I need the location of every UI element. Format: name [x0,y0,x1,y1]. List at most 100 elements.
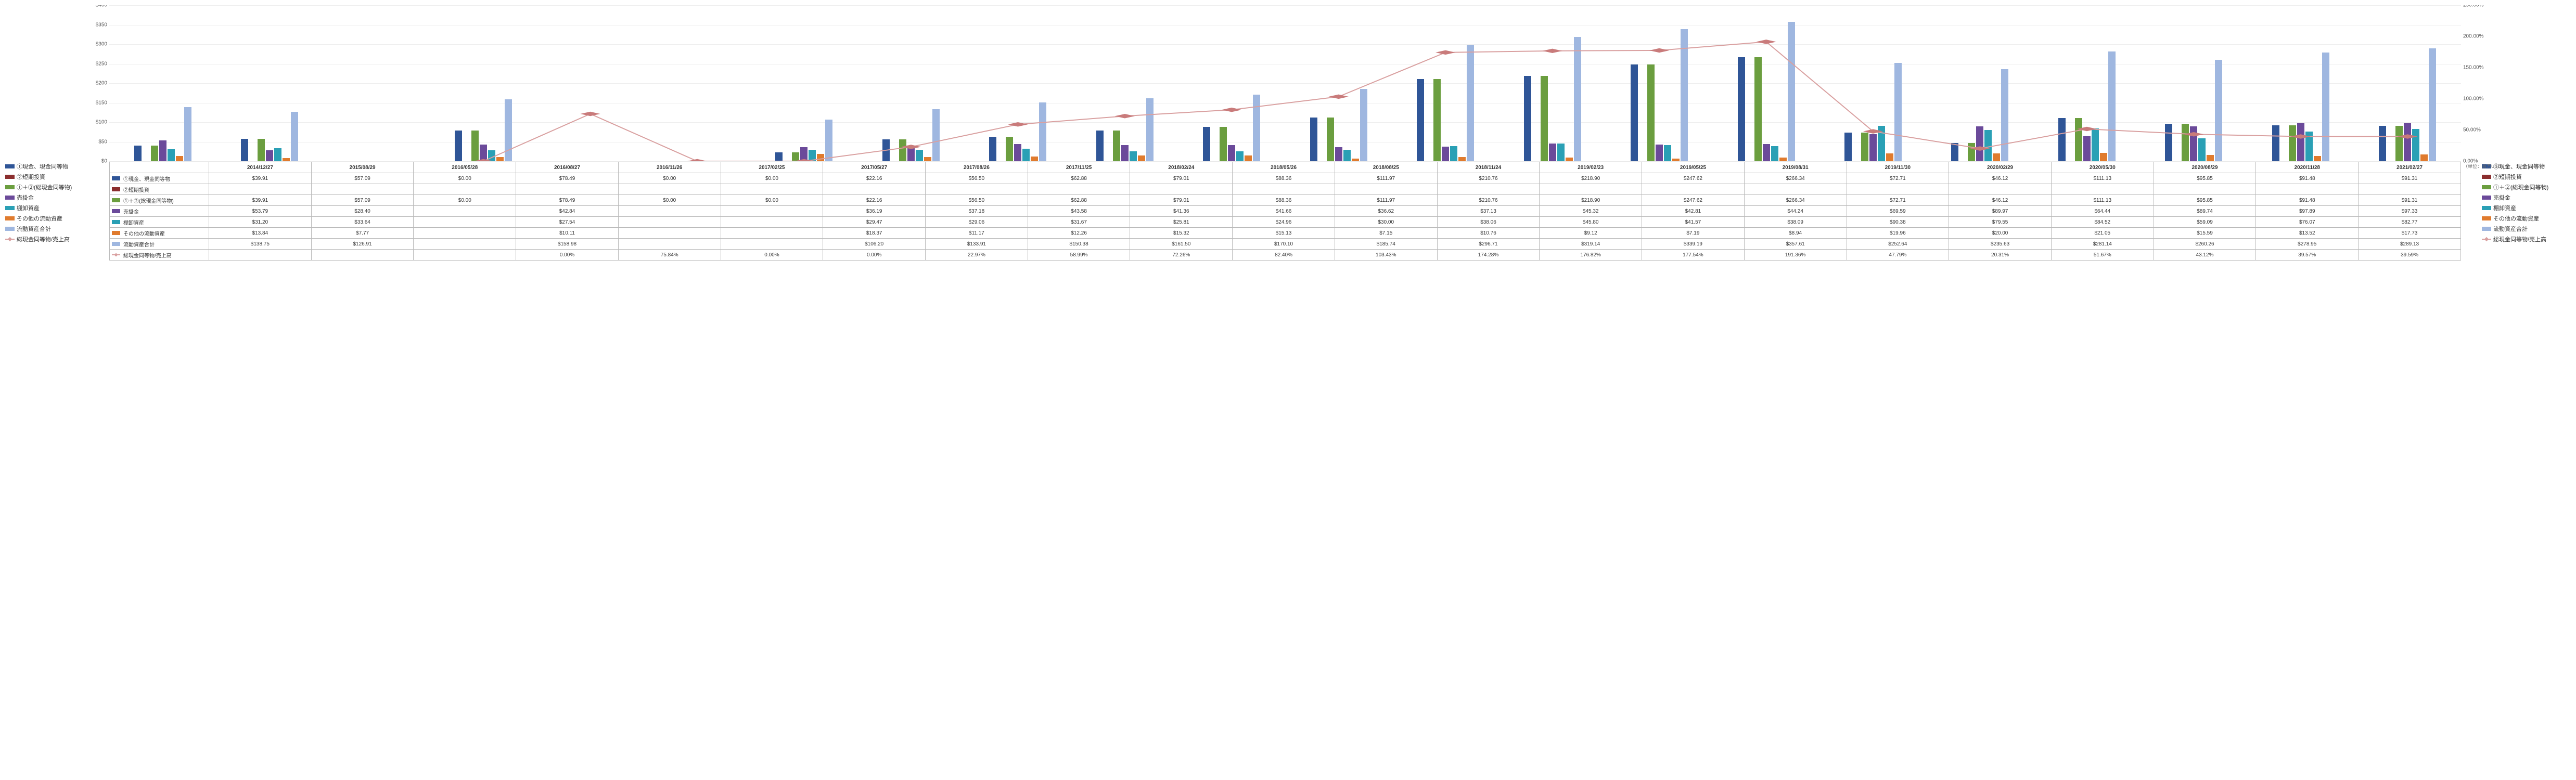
table-cell: $29.06 [926,217,1028,228]
bar [800,147,808,161]
table-cell: $126.91 [311,239,414,250]
table-cell: $12.26 [1028,228,1130,239]
chart-column [2247,5,2354,161]
table-cell: $0.00 [414,173,516,184]
table-cell [209,250,312,261]
table-cell: $97.33 [2359,206,2461,217]
table-cell: $29.47 [823,217,926,228]
table-cell: $38.06 [1437,217,1540,228]
table-cell: $17.73 [2359,228,2461,239]
bar [1121,145,1129,161]
table-cell: $266.34 [1744,173,1847,184]
table-period-header: 2016/05/28 [414,162,516,173]
table-cell: 20.31% [1949,250,2052,261]
table-cell: $42.84 [516,206,619,217]
table-period-header: 2017/05/27 [823,162,926,173]
legend-label: 売掛金 [17,193,34,202]
table-cell: $9.12 [1540,228,1642,239]
table-period-header: 2019/05/25 [1642,162,1745,173]
bar [291,112,298,161]
bar [1993,153,2000,161]
table-cell: 176.82% [1540,250,1642,261]
table-row: ①＋②(総現金同等物)$39.91$57.09$0.00$78.49$0.00$… [110,195,2461,206]
table-cell [1335,184,1437,195]
legend-item: 売掛金 [5,192,88,203]
table-cell: 43.12% [2154,250,2256,261]
table-period-header: 2014/12/27 [209,162,312,173]
y-axis-left-label: $0 [101,159,109,164]
bar [1014,144,1021,161]
bar [916,150,923,161]
table-cell: $7.77 [311,228,414,239]
legend-swatch [5,206,15,210]
table-cell: $357.61 [1744,239,1847,250]
table-cell: $41.57 [1642,217,1745,228]
table-cell: $31.67 [1028,217,1130,228]
table-row-header: 売掛金 [110,206,209,217]
bar [1984,130,1992,161]
bar [1771,146,1778,161]
table-cell: $8.94 [1744,228,1847,239]
bar [907,147,915,161]
table-cell: $37.13 [1437,206,1540,217]
table-cell [209,184,312,195]
table-cell: $296.71 [1437,239,1540,250]
bar [258,139,265,161]
table-cell [311,184,414,195]
table-cell [1642,184,1745,195]
table-cell: 0.00% [721,250,823,261]
bar [1566,158,1573,161]
bar [792,152,799,161]
table-cell: 174.28% [1437,250,1540,261]
row-swatch [112,187,120,191]
legend-item: ①＋②(総現金同等物) [2482,182,2565,192]
table-cell: $218.90 [1540,195,1642,206]
table-cell [618,184,721,195]
chart-column [109,5,216,161]
row-swatch [112,220,120,224]
table-cell [721,217,823,228]
table-cell: $41.36 [1130,206,1233,217]
bar [825,120,832,161]
bar [1549,144,1556,161]
chart-column [751,5,857,161]
table-cell: $41.66 [1233,206,1335,217]
table-cell: $79.01 [1130,173,1233,184]
table-cell [414,228,516,239]
legend-label: ②短期投資 [17,173,45,181]
table-period-header: 2019/11/30 [1847,162,1949,173]
legend-label: 棚卸資産 [2493,204,2516,212]
table-cell: $56.50 [926,195,1028,206]
table-row: その他の流動資産$13.84$7.77$10.11$18.37$11.17$12… [110,228,2461,239]
table-cell: 58.99% [1028,250,1130,261]
table-cell [1540,184,1642,195]
bar [989,137,996,161]
table-cell: $91.31 [2359,195,2461,206]
legend-swatch [5,185,15,189]
legend-item: 総現金同等物/売上高 [5,234,88,244]
bar [184,107,191,161]
table-period-header: 2018/11/24 [1437,162,1540,173]
bar [2165,124,2172,161]
bar [1417,79,1424,161]
y-axis-left-label: $150 [96,100,109,106]
table-cell: $39.91 [209,195,312,206]
table-period-header: 2017/08/26 [926,162,1028,173]
bar [2108,51,2116,161]
table-cell: 75.84% [618,250,721,261]
row-swatch [112,198,120,202]
bar [1951,143,1958,161]
table-cell: $210.76 [1437,173,1540,184]
bar [159,140,166,161]
bar [1352,159,1359,161]
row-swatch [112,176,120,180]
bar [2075,118,2082,161]
table-cell: 47.79% [1847,250,1949,261]
table-cell: $0.00 [618,173,721,184]
table-cell: $88.36 [1233,195,1335,206]
y-axis-left-label: $100 [96,120,109,125]
table-cell: $158.98 [516,239,619,250]
bar [1138,155,1145,161]
legend-label: 総現金同等物/売上高 [17,235,70,243]
table-cell: $111.13 [2051,173,2154,184]
